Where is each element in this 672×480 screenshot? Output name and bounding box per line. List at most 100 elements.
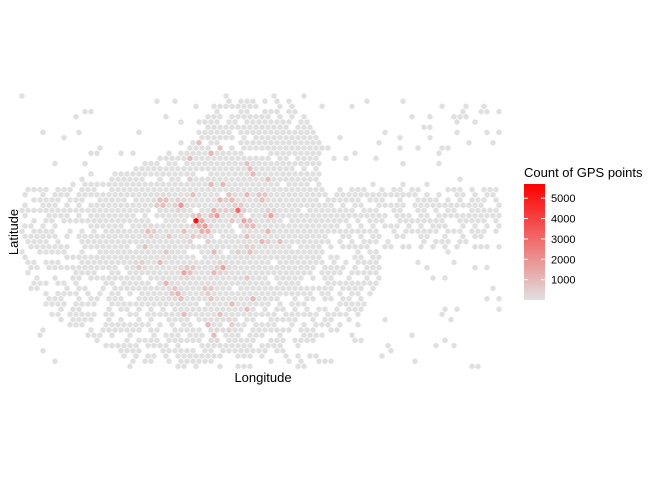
- hex-bin: [427, 197, 433, 203]
- hex-bin: [139, 249, 145, 255]
- hex-bin: [229, 113, 235, 120]
- hex-bin: [136, 191, 142, 198]
- hex-bin: [436, 160, 442, 167]
- hex-bin: [88, 233, 94, 240]
- hex-bin: [262, 212, 268, 219]
- hex-bin: [352, 337, 358, 344]
- hex-bin: [136, 202, 142, 209]
- hex-bin: [136, 306, 142, 313]
- hex-bin: [28, 285, 34, 292]
- hex-bin: [373, 197, 379, 203]
- hex-bin: [196, 243, 202, 250]
- hex-bin: [121, 249, 127, 255]
- hex-bin: [94, 337, 100, 344]
- hex-bin: [130, 327, 136, 333]
- hex-bin: [241, 238, 247, 245]
- hex-bin: [154, 202, 160, 209]
- hex-bin: [457, 228, 463, 235]
- hex-bin: [298, 223, 304, 229]
- hex-bin: [226, 160, 232, 167]
- hex-bin: [22, 233, 28, 240]
- hex-bin: [145, 353, 151, 359]
- hex-bin: [298, 119, 304, 125]
- hex-bin: [178, 316, 184, 323]
- hex-bin: [376, 139, 382, 146]
- hex-bin: [238, 295, 244, 302]
- hex-bin: [415, 259, 421, 266]
- hex-bin: [364, 191, 370, 198]
- hex-bin: [286, 160, 292, 167]
- hex-bin: [106, 223, 112, 229]
- hex-bin: [259, 321, 265, 328]
- hex-bin: [106, 316, 112, 323]
- hex-bin: [118, 223, 124, 229]
- hex-bin: [166, 160, 172, 167]
- hex-bin: [307, 176, 313, 183]
- hex-bin: [265, 228, 271, 235]
- hex-bin: [184, 327, 190, 333]
- hex-bin: [238, 347, 244, 354]
- hex-bin: [253, 124, 259, 131]
- hex-bin: [253, 217, 259, 224]
- hex-bin: [166, 316, 172, 323]
- hex-bin: [127, 301, 133, 307]
- hex-bin: [142, 212, 148, 219]
- hex-bin: [349, 186, 355, 193]
- hex-bin: [112, 191, 118, 198]
- hex-bin: [109, 332, 115, 339]
- hex-bin: [217, 342, 223, 349]
- hex-bin: [280, 223, 286, 229]
- hex-bin: [406, 212, 412, 219]
- hex-bin: [193, 155, 199, 162]
- hex-bin: [277, 259, 283, 266]
- hex-bin: [64, 233, 70, 240]
- hex-bin: [196, 139, 202, 146]
- hex-bin: [208, 119, 214, 125]
- hex-bin: [205, 269, 211, 276]
- hex-bin: [262, 108, 268, 115]
- hex-bin: [295, 124, 301, 131]
- hex-bin: [103, 249, 109, 255]
- hex-bin: [88, 295, 94, 302]
- hex-bin: [172, 191, 178, 198]
- hex-bin: [115, 197, 121, 203]
- hex-bin: [169, 280, 175, 287]
- hex-bin: [154, 327, 160, 333]
- hex-bin: [109, 228, 115, 235]
- hex-bin: [292, 295, 298, 302]
- hex-bin: [460, 233, 466, 240]
- hex-bin: [226, 129, 232, 136]
- hex-bin: [268, 223, 274, 229]
- hex-bin: [328, 223, 334, 229]
- hex-bin: [223, 207, 229, 214]
- hex-bin: [208, 316, 214, 323]
- hex-bin: [472, 202, 478, 209]
- hex-bin: [49, 301, 55, 307]
- hex-bin: [262, 98, 268, 105]
- hex-bin: [304, 171, 310, 177]
- hex-bin: [418, 223, 424, 229]
- hex-bin: [154, 295, 160, 302]
- hex-bin: [355, 259, 361, 266]
- hex-bin: [346, 275, 352, 281]
- hex-bin: [208, 191, 214, 198]
- hex-bin: [496, 295, 502, 302]
- hex-bin: [346, 212, 352, 219]
- hex-bin: [184, 150, 190, 157]
- hex-bin: [205, 238, 211, 245]
- hex-bin: [271, 186, 277, 193]
- hex-bin: [55, 238, 61, 245]
- hex-bin: [184, 316, 190, 323]
- hex-bin: [250, 264, 256, 271]
- hex-bin: [175, 238, 181, 245]
- hex-bin: [235, 363, 241, 370]
- hex-bin: [328, 316, 334, 323]
- hex-bin: [292, 264, 298, 271]
- hex-bin: [241, 301, 247, 307]
- hex-bin: [73, 113, 79, 120]
- hex-bin: [331, 155, 337, 162]
- hex-bin: [190, 160, 196, 167]
- hex-bin: [142, 285, 148, 292]
- hex-bin: [313, 353, 319, 359]
